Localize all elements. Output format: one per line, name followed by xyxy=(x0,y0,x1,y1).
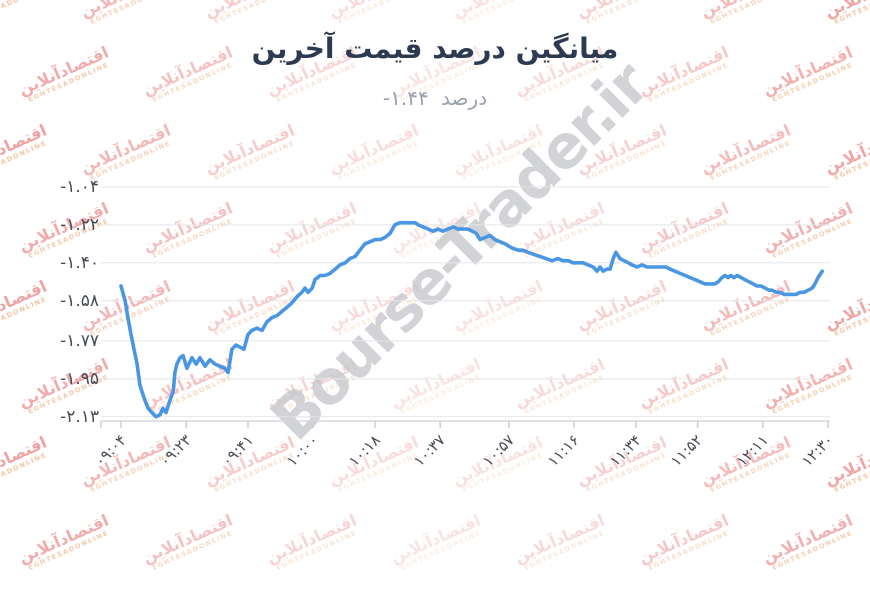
x-axis xyxy=(100,420,830,428)
y-tick-label: -۱.۰۴ xyxy=(60,176,99,197)
price-series-line xyxy=(119,220,825,419)
y-tick-label: -۲.۱۳ xyxy=(60,406,99,427)
y-tick-label: -۱.۷۷ xyxy=(60,330,99,351)
chart-subtitle: درصد -۱.۴۴ xyxy=(0,86,870,110)
y-tick-label: -۱.۹۵ xyxy=(60,368,99,389)
chart-title: میانگین درصد قیمت آخرین xyxy=(251,32,619,65)
subtitle-value: -۱.۴۴ xyxy=(382,86,429,110)
y-tick-label: -۱.۴۰ xyxy=(60,252,99,273)
y-tick-label: -۱.۵۸ xyxy=(60,290,99,311)
subtitle-label: درصد xyxy=(441,86,488,110)
y-tick-label: -۱.۲۲ xyxy=(60,214,99,235)
gridlines xyxy=(101,186,830,418)
